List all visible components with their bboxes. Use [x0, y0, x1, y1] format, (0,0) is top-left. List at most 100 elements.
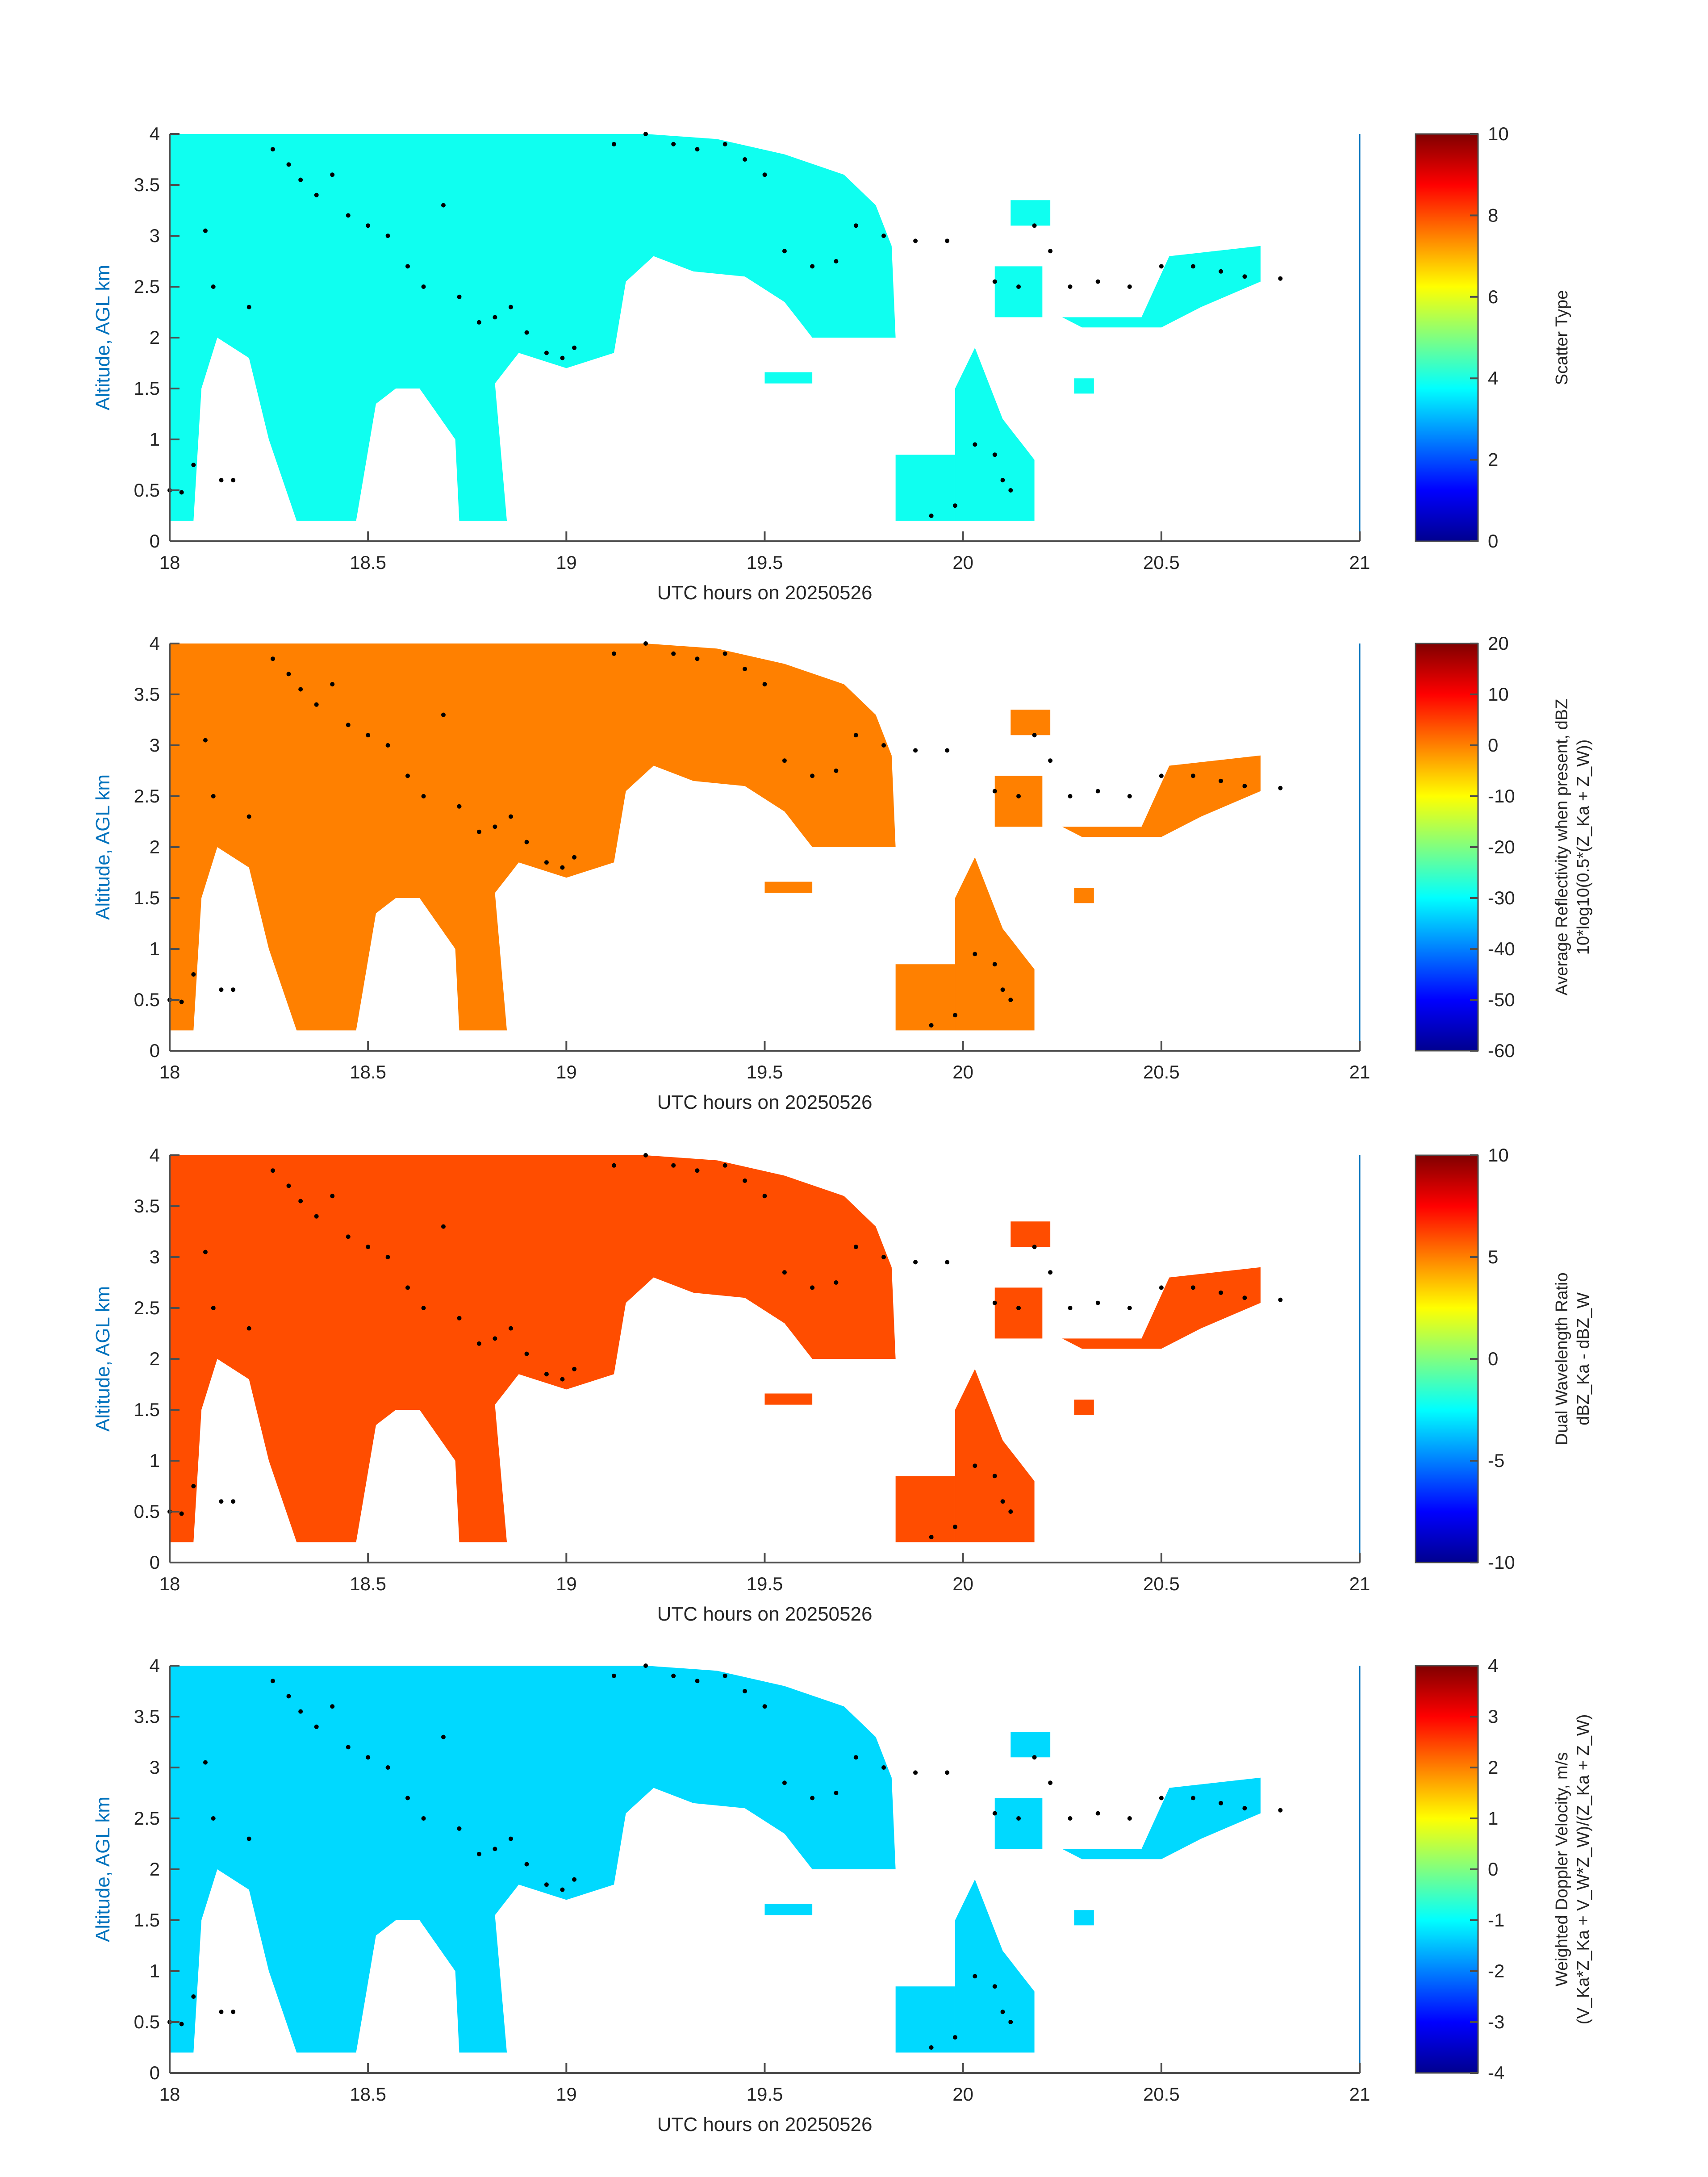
y-tick-label: 4 — [150, 1145, 160, 1166]
cloud-top-dot — [298, 177, 303, 182]
cloud-top-dot — [572, 1877, 577, 1882]
cloud-top-dot — [191, 1994, 196, 1999]
cloud-top-dot — [179, 1511, 184, 1516]
cloud-top-dot — [881, 1765, 886, 1770]
cloud-top-dot — [1159, 773, 1164, 778]
cloud-top-dot — [834, 769, 839, 773]
echo-cell-5 — [1011, 200, 1051, 226]
cloud-top-dot — [191, 972, 196, 977]
cloud-top-dot — [643, 132, 648, 136]
x-tick-label: 20 — [952, 2084, 973, 2105]
cloud-top-dot — [1000, 478, 1005, 483]
cloud-top-dot — [1219, 1290, 1224, 1295]
cloud-top-dot — [211, 794, 216, 798]
x-tick-label: 18 — [159, 1061, 180, 1082]
x-tick-label: 19 — [556, 1573, 577, 1594]
cloud-top-dot — [560, 355, 565, 360]
cloud-top-dot — [211, 284, 216, 289]
cloud-top-dot — [992, 789, 997, 794]
colorbar-tick-label: -5 — [1488, 1450, 1504, 1471]
cloud-top-dot — [1048, 249, 1053, 254]
cloud-top-dot — [346, 723, 351, 727]
echo-cell-7 — [1074, 1400, 1094, 1415]
cloud-top-dot — [671, 142, 676, 146]
cloud-top-dot — [643, 1663, 648, 1668]
cloud-top-dot — [441, 712, 446, 717]
cloud-top-dot — [231, 1499, 236, 1504]
colorbar-tick-label: -40 — [1488, 938, 1515, 959]
panel-2: 18 18.5 19 19.5 20 20.5 21 0 0.5 1 1.5 2 2.5 3 3.5 4 UTC… — [92, 633, 1593, 1113]
y-tick-label: 0 — [150, 2062, 160, 2083]
y-axis-label: Altitude, AGL km — [92, 265, 114, 410]
cloud-top-dot — [385, 1765, 390, 1770]
y-tick-label: 0.5 — [134, 1501, 160, 1522]
cloud-top-dot — [246, 1326, 251, 1331]
y-axis-label: Altitude, AGL km — [92, 1286, 114, 1432]
cloud-top-dot — [782, 758, 787, 763]
x-tick-label: 18.5 — [350, 2084, 386, 2105]
cloud-top-dot — [952, 2035, 957, 2040]
cloud-top-dot — [314, 192, 319, 197]
cloud-top-dot — [421, 1816, 426, 1821]
cloud-top-dot — [929, 1023, 934, 1028]
colorbar — [1415, 1665, 1479, 2074]
cloud-top-dot — [1190, 773, 1195, 778]
echo-cell-1 — [764, 372, 813, 384]
x-tick-label: 18.5 — [350, 1573, 386, 1594]
cloud-top-dot — [246, 814, 251, 819]
cloud-top-dot — [219, 1499, 224, 1504]
cloud-top-dot — [611, 142, 616, 146]
cloud-top-dot — [762, 172, 767, 177]
colorbar-sublabel: dBZ_Ka - dBZ_W — [1574, 1292, 1593, 1425]
y-tick-label: 3 — [150, 735, 160, 756]
cloud-top-dot — [834, 259, 839, 263]
panel-3: 18 18.5 19 19.5 20 20.5 21 0 0.5 1 1.5 2 2.5 3 3.5 4 UTC… — [92, 1145, 1593, 1625]
cloud-top-dot — [508, 1326, 513, 1331]
colorbar — [1415, 133, 1479, 542]
cloud-top-dot — [1159, 264, 1164, 269]
y-tick-label: 3 — [150, 1246, 160, 1267]
cloud-top-dot — [524, 330, 529, 335]
echo-cell-3 — [955, 1879, 1035, 2053]
colorbar-label: Dual Wavelength Ratio — [1553, 1272, 1571, 1445]
cloud-top-dot — [330, 172, 335, 177]
cloud-top-dot — [881, 1255, 886, 1259]
cloud-top-dot — [782, 1780, 787, 1785]
echo-cell-7 — [1074, 378, 1094, 394]
y-tick-label: 2.5 — [134, 1808, 160, 1829]
y-tick-label: 0.5 — [134, 480, 160, 501]
cloud-top-dot — [231, 478, 236, 483]
echo-cell-7 — [1074, 1910, 1094, 1926]
echo-cell-5 — [1011, 710, 1051, 735]
cloud-top-dot — [1068, 794, 1073, 798]
cloud-top-dot — [881, 743, 886, 748]
cloud-top-dot — [643, 1153, 648, 1157]
cloud-top-dot — [1242, 1806, 1247, 1811]
cloud-top-dot — [945, 238, 950, 243]
x-tick-label: 18 — [159, 1573, 180, 1594]
cloud-top-dot — [298, 1199, 303, 1203]
cloud-top-dot — [992, 1300, 997, 1305]
cloud-top-dot — [560, 865, 565, 870]
cloud-top-dot — [1008, 2020, 1013, 2024]
echo-cell-2 — [895, 1476, 955, 1542]
colorbar-tick-label: 1 — [1488, 1808, 1498, 1829]
cloud-top-dot — [298, 687, 303, 692]
cloud-top-dot — [1242, 784, 1247, 789]
cloud-top-dot — [286, 672, 291, 677]
y-tick-label: 2.5 — [134, 786, 160, 806]
cloud-top-dot — [314, 1214, 319, 1219]
cloud-top-dot — [992, 279, 997, 284]
y-tick-label: 3.5 — [134, 1706, 160, 1727]
cloud-top-dot — [572, 855, 577, 860]
cloud-top-dot — [405, 1285, 410, 1290]
cloud-top-dot — [211, 1816, 216, 1821]
cloud-top-dot — [219, 987, 224, 992]
y-axis-label: Altitude, AGL km — [92, 774, 114, 920]
cloud-top-dot — [270, 656, 275, 661]
cloud-top-dot — [1068, 1306, 1073, 1310]
colorbar-tick-label: 4 — [1488, 1655, 1498, 1676]
cloud-top-dot — [1032, 1245, 1037, 1249]
y-tick-label: 2 — [150, 1859, 160, 1880]
cloud-top-dot — [929, 514, 934, 518]
